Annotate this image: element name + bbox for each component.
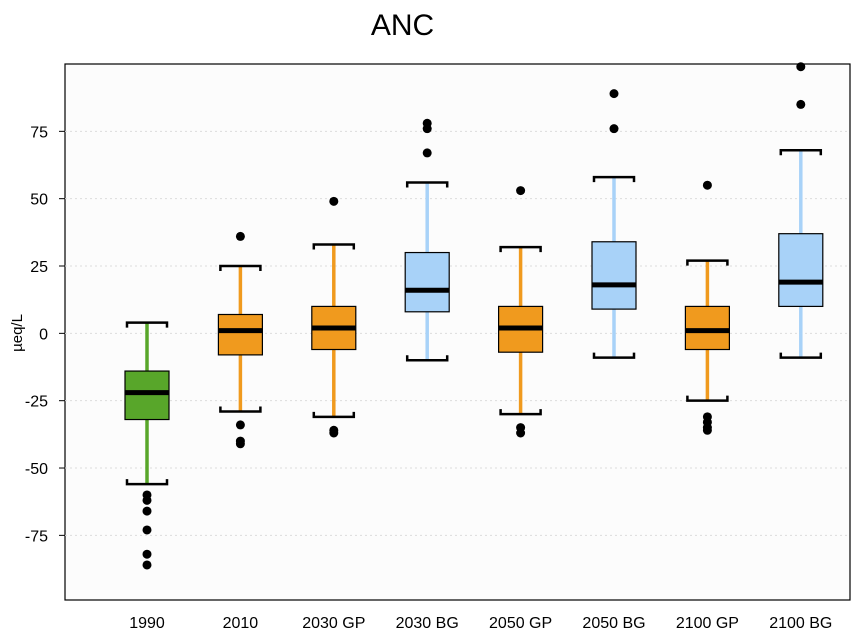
lower-whisker-cap bbox=[125, 479, 169, 486]
box-2030-bg bbox=[404, 118, 450, 362]
iqr-box bbox=[778, 233, 824, 308]
box-2030-gp bbox=[311, 196, 357, 438]
iqr-box bbox=[684, 305, 731, 351]
grid-lines bbox=[65, 130, 850, 536]
lower-whisker-cap bbox=[219, 406, 262, 413]
x-tick-label: 2100 BG bbox=[769, 615, 832, 631]
outlier-point bbox=[609, 124, 619, 134]
box-2050-gp bbox=[498, 186, 544, 438]
outlier-point bbox=[422, 148, 432, 158]
iqr-box bbox=[217, 313, 263, 356]
chart-title: ANC bbox=[370, 9, 435, 42]
boxes-layer bbox=[124, 62, 824, 570]
y-tick-label: 25 bbox=[30, 259, 48, 276]
upper-whisker-cap bbox=[592, 175, 636, 183]
axis-labels: -75 -50 -25 0 25 50 75 1990 2010 2030 GP 2030 BG 20… bbox=[25, 124, 833, 631]
y-axis-label: µeq/L bbox=[9, 314, 26, 352]
outlier-point bbox=[142, 495, 152, 505]
outlier-point bbox=[796, 62, 806, 72]
outlier-point bbox=[422, 118, 432, 128]
y-tick-label: 75 bbox=[30, 124, 48, 141]
outlier-point bbox=[702, 425, 712, 435]
x-tick-label: 1990 bbox=[129, 615, 165, 631]
box-2100-bg bbox=[778, 62, 824, 359]
outlier-point bbox=[516, 428, 526, 438]
box-1990 bbox=[124, 321, 170, 570]
y-tick-label: -75 bbox=[25, 528, 48, 545]
y-tick-label: -50 bbox=[25, 461, 48, 478]
outlier-point bbox=[329, 196, 339, 206]
x-tick-label: 2050 GP bbox=[489, 615, 552, 631]
upper-whisker-cap bbox=[125, 321, 169, 328]
box-2050-bg bbox=[591, 89, 637, 359]
x-tick-label: 2050 BG bbox=[582, 615, 645, 631]
lower-whisker-cap bbox=[405, 355, 449, 362]
lower-whisker-cap bbox=[779, 352, 823, 359]
outlier-point bbox=[702, 180, 712, 190]
outlier-point bbox=[235, 420, 245, 430]
outlier-point bbox=[609, 89, 619, 99]
x-tick-label: 2030 BG bbox=[396, 615, 459, 631]
upper-whisker-cap bbox=[312, 243, 356, 250]
upper-whisker-cap bbox=[219, 264, 262, 272]
outlier-point bbox=[796, 99, 806, 109]
upper-whisker-cap bbox=[686, 259, 729, 266]
iqr-box bbox=[404, 251, 450, 313]
upper-whisker-cap bbox=[499, 245, 542, 253]
x-tick-label: 2010 bbox=[223, 615, 259, 631]
outlier-point bbox=[142, 549, 152, 559]
lower-whisker-cap bbox=[592, 352, 636, 359]
lower-whisker-cap bbox=[312, 411, 356, 419]
outlier-point bbox=[516, 186, 526, 196]
y-tick-label: 50 bbox=[30, 192, 48, 209]
y-tick-label: 0 bbox=[39, 326, 48, 343]
x-tick-label: 2100 GP bbox=[676, 615, 739, 631]
iqr-box bbox=[591, 241, 637, 310]
lower-whisker-cap bbox=[499, 409, 542, 416]
outlier-point bbox=[142, 525, 152, 535]
box-2100-gp bbox=[684, 180, 731, 435]
outlier-point bbox=[329, 428, 339, 438]
box-2010 bbox=[217, 231, 263, 449]
iqr-box bbox=[124, 370, 170, 421]
lower-whisker-cap bbox=[686, 395, 729, 402]
outlier-point bbox=[142, 560, 152, 570]
upper-whisker-cap bbox=[779, 148, 823, 156]
outlier-point bbox=[142, 506, 152, 516]
outlier-point bbox=[235, 439, 245, 449]
x-tick-label: 2030 GP bbox=[302, 615, 365, 631]
y-tick-label: -25 bbox=[25, 394, 48, 411]
upper-whisker-cap bbox=[405, 181, 449, 188]
outlier-point bbox=[235, 231, 245, 241]
plot-area bbox=[64, 63, 851, 601]
